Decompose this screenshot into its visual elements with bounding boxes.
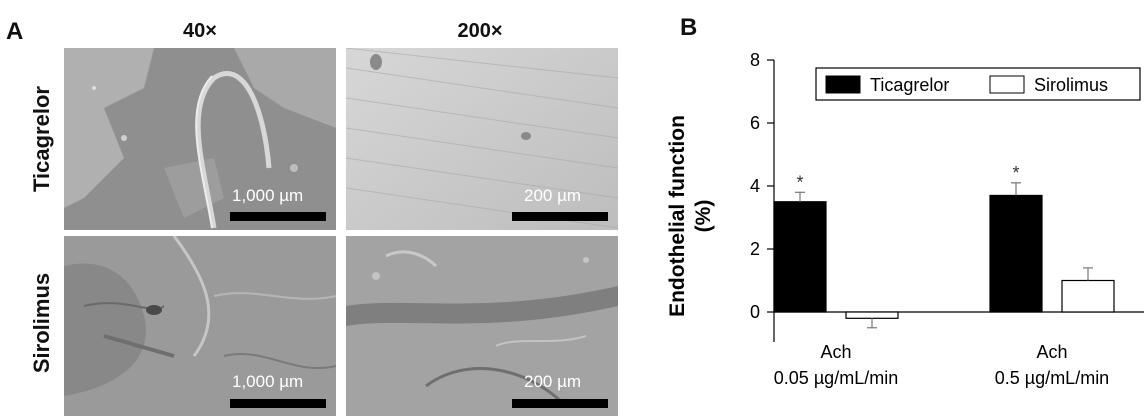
- scale-label-200um: 200 µm: [524, 186, 582, 205]
- column-header-200x: 200×: [457, 20, 503, 42]
- scale-bar: [230, 399, 326, 408]
- y-axis-label: Endothelial function (%): [666, 115, 715, 317]
- legend: Ticagrelor Sirolimus: [815, 67, 1141, 101]
- bar-ticagrelor: [989, 194, 1043, 313]
- scale-label-1000um: 1,000 µm: [232, 186, 304, 205]
- scale-label-1000um: 1,000 µm: [232, 372, 304, 391]
- bar-ticagrelor: [773, 201, 827, 313]
- y-tick-label: 0: [750, 302, 760, 322]
- sem-image-ticagrelor-200x: 200 µm: [346, 48, 618, 230]
- legend-label-sirolimus: Sirolimus: [1034, 75, 1108, 95]
- row-header-ticagrelor: Ticagrelor: [29, 86, 54, 192]
- scale-bar: [512, 212, 608, 221]
- legend-swatch-sirolimus: [989, 75, 1025, 94]
- y-tick-label: 8: [750, 50, 760, 70]
- panel-a-letter: A: [6, 18, 24, 45]
- sem-image-sirolimus-200x: 200 µm: [346, 236, 618, 416]
- y-tick-label: 2: [750, 239, 760, 259]
- sem-image-ticagrelor-40x: 1,000 µm: [64, 48, 336, 230]
- panel-b-letter: B: [680, 14, 698, 41]
- y-axis-label-line2: (%): [692, 200, 715, 233]
- row-header-sirolimus: Sirolimus: [29, 272, 54, 374]
- x-category-label-line1: Ach: [820, 342, 851, 362]
- legend-swatch-ticagrelor: [825, 75, 861, 94]
- significance-marker: *: [796, 172, 803, 192]
- legend-label-ticagrelor: Ticagrelor: [870, 75, 949, 95]
- x-category-label-line2: 0.5 µg/mL/min: [995, 368, 1109, 388]
- significance-marker: *: [1012, 163, 1019, 183]
- x-category-label-line1: Ach: [1036, 342, 1067, 362]
- y-tick-label: 4: [750, 176, 760, 196]
- x-category-label-line2: 0.05 µg/mL/min: [774, 368, 898, 388]
- sem-image-sirolimus-40x: 1,000 µm: [64, 236, 336, 416]
- bar-sirolimus: [1061, 279, 1115, 313]
- column-header-40x: 40×: [183, 20, 217, 42]
- legend-box: [815, 67, 1141, 101]
- y-axis-label-line1: Endothelial function: [666, 115, 689, 317]
- y-tick-label: 6: [750, 113, 760, 133]
- bar-chart: Endothelial function (%) 0 2 4 6 8 * * Ach 0.0…: [666, 50, 1144, 388]
- bar-sirolimus: [845, 311, 899, 319]
- scale-bar: [230, 212, 326, 221]
- scale-bar: [512, 399, 608, 408]
- scale-label-200um: 200 µm: [524, 372, 582, 391]
